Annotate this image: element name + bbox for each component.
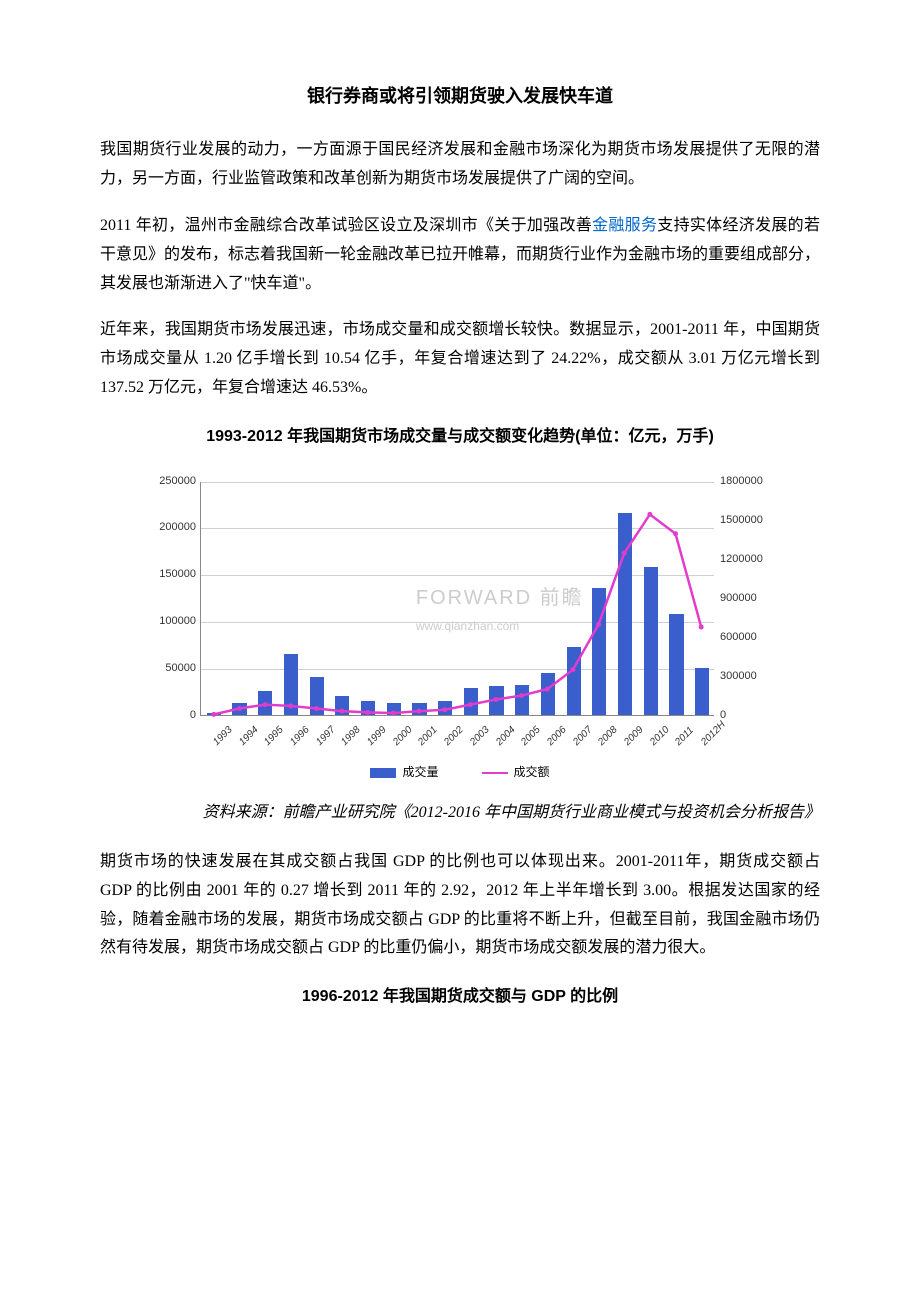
legend-line-label: 成交额 [514,765,550,779]
y-left-tick: 50000 [140,659,196,679]
y-right-tick: 1500000 [720,511,780,531]
x-tick: 2006 [543,722,571,750]
x-tick: 1993 [209,722,237,750]
chart-1: 0 50000 100000 150000 200000 250000 0 300000 600… [140,472,780,784]
x-tick: 1996 [286,722,314,750]
y-right-tick: 0 [720,706,780,726]
page-title: 银行券商或将引领期货驶入发展快车道 [100,80,820,112]
x-tick: 2008 [594,722,622,750]
p2-text-a: 2011 年初，温州市金融综合改革试验区设立及深圳市《关于加强改善 [100,217,592,234]
x-tick: 2011 [671,722,699,750]
x-tick: 2009 [620,722,648,750]
chart-2-title: 1996-2012 年我国期货成交额与 GDP 的比例 [100,983,820,1012]
legend-bar: 成交量 [370,762,438,784]
x-tick: 2004 [492,722,520,750]
paragraph-4: 期货市场的快速发展在其成交额占我国 GDP 的比例也可以体现出来。2001-20… [100,848,820,963]
chart-legend: 成交量 成交额 [140,762,780,784]
y-left-tick: 250000 [140,472,196,492]
x-tick: 1995 [260,722,288,750]
y-right-tick: 1200000 [720,550,780,570]
y-left-tick: 200000 [140,518,196,538]
y-right-tick: 900000 [720,589,780,609]
y-left-tick: 150000 [140,565,196,585]
x-tick: 2010 [646,722,674,750]
x-tick: 1997 [312,722,340,750]
paragraph-3: 近年来，我国期货市场发展迅速，市场成交量和成交额增长较快。数据显示，2001-2… [100,316,820,402]
y-left-tick: 100000 [140,612,196,632]
x-tick: 1998 [337,722,365,750]
legend-line: 成交额 [482,762,550,784]
y-left-tick: 0 [140,706,196,726]
x-tick: 2003 [466,722,494,750]
paragraph-1: 我国期货行业发展的动力，一方面源于国民经济发展和金融市场深化为期货市场发展提供了… [100,136,820,194]
x-tick: 2001 [414,722,442,750]
y-right-tick: 300000 [720,667,780,687]
x-tick: 2000 [389,722,417,750]
chart-source: 资料来源：前瞻产业研究院《2012-2016 年中国期货行业商业模式与投资机会分… [100,799,820,828]
x-tick: 2005 [517,722,545,750]
link-financial-services[interactable]: 金融服务 [592,217,657,234]
chart-1-title: 1993-2012 年我国期货市场成交量与成交额变化趋势(单位：亿元，万手) [100,423,820,452]
x-tick: 1999 [363,722,391,750]
x-tick: 1994 [235,722,263,750]
paragraph-2: 2011 年初，温州市金融综合改革试验区设立及深圳市《关于加强改善金融服务支持实… [100,212,820,298]
legend-bar-label: 成交量 [402,765,438,779]
y-right-tick: 1800000 [720,472,780,492]
x-tick: 2007 [569,722,597,750]
x-tick: 2002 [440,722,468,750]
y-right-tick: 600000 [720,628,780,648]
